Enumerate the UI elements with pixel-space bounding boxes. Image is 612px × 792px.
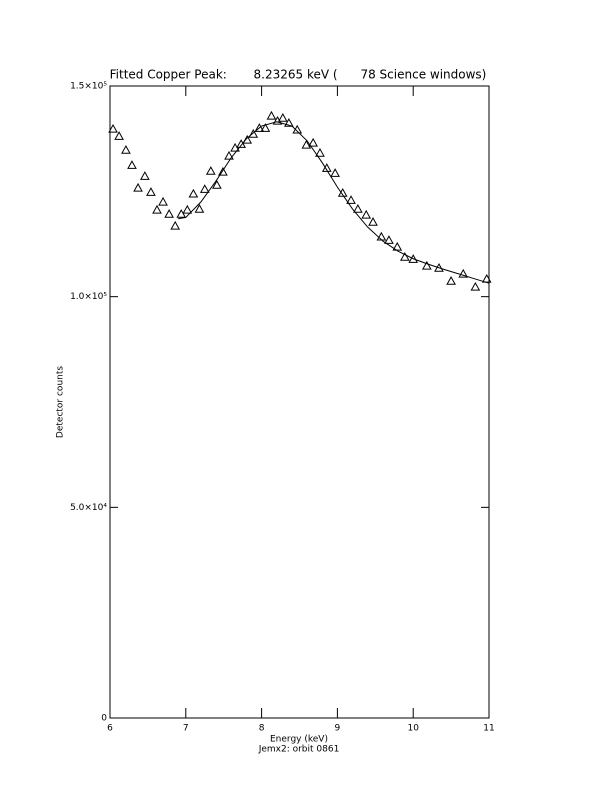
data-point <box>292 124 303 134</box>
x-tick-label: 10 <box>407 724 419 734</box>
data-point <box>194 203 205 213</box>
data-point <box>368 217 378 226</box>
data-point <box>481 273 492 283</box>
data-point <box>277 112 288 122</box>
data-point <box>353 203 363 213</box>
y-tick-label: 0 <box>101 714 107 724</box>
data-point <box>108 123 118 133</box>
data-point <box>188 188 199 198</box>
subtitle: Jemx2: orbit 0861 <box>258 745 340 755</box>
data-point <box>384 235 394 244</box>
data-point <box>127 160 137 169</box>
y-tick-label: 1.0×10⁵ <box>70 292 107 302</box>
data-point <box>266 110 277 120</box>
data-point <box>176 209 187 218</box>
data-point <box>114 131 124 140</box>
data-point <box>170 220 181 230</box>
x-axis-label: Energy (keV) <box>270 735 328 745</box>
data-point <box>158 196 168 206</box>
data-point <box>236 139 246 148</box>
data-point <box>421 260 432 270</box>
x-tick-label: 11 <box>483 724 494 734</box>
data-point <box>199 184 210 193</box>
x-tick-label: 9 <box>335 724 341 734</box>
data-point <box>212 179 222 189</box>
data-point <box>301 139 312 149</box>
data-point <box>254 123 265 132</box>
data-point <box>458 268 469 278</box>
chart-title: Fitted Copper Peak: 8.23265 keV ( 78 Sci… <box>110 68 487 82</box>
data-point <box>346 195 356 204</box>
data-point <box>330 168 340 177</box>
data-point <box>182 204 193 214</box>
data-point <box>408 254 419 263</box>
data-point <box>260 123 271 132</box>
data-point <box>205 166 216 175</box>
fit-line <box>178 121 490 284</box>
x-tick-label: 8 <box>259 724 265 734</box>
data-point <box>400 252 410 261</box>
data-point <box>361 209 372 219</box>
y-tick-label: 5.0×10⁴ <box>70 503 107 513</box>
data-point <box>321 163 332 172</box>
data-point <box>315 147 325 157</box>
data-point <box>140 171 150 180</box>
y-axis-label: Detector counts <box>56 366 66 438</box>
data-point <box>218 166 228 176</box>
data-point <box>248 129 259 138</box>
data-point <box>121 145 131 154</box>
data-point <box>152 204 162 214</box>
data-point <box>470 281 481 291</box>
data-point <box>446 276 456 285</box>
data-point <box>164 209 174 218</box>
y-tick-label: 1.5×10⁵ <box>70 82 107 92</box>
data-point <box>133 182 143 192</box>
data-point <box>224 150 234 160</box>
x-tick-label: 6 <box>107 724 113 734</box>
x-tick-label: 7 <box>183 724 189 734</box>
data-point <box>146 187 156 196</box>
data-point <box>308 137 318 147</box>
plot-frame <box>109 85 490 719</box>
data-point <box>284 118 294 127</box>
